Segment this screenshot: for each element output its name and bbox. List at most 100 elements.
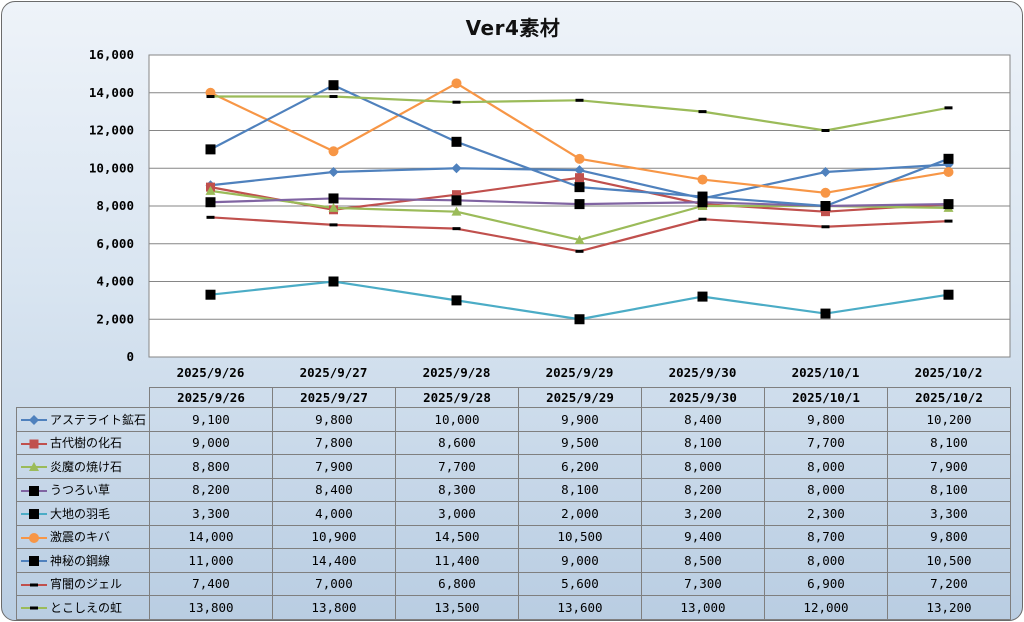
y-tick-label: 6,000 (96, 236, 134, 251)
x-tick-label: 2025/9/29 (546, 365, 614, 380)
legend-key (21, 606, 47, 610)
table-cell: 12,000 (764, 595, 888, 620)
data-point-s7 (821, 225, 830, 229)
data-point-s7 (452, 227, 461, 231)
legend-cell: 激震のキバ (16, 524, 150, 549)
legend-key-marker (29, 509, 39, 520)
table-cell: 6,900 (764, 571, 888, 596)
data-point-s1 (452, 190, 461, 200)
legend-key-marker (29, 556, 39, 567)
table-header-cell: 2025/9/26 (149, 387, 273, 408)
table-corner (17, 388, 150, 408)
data-point-s2 (574, 234, 585, 244)
legend-key-marker (29, 532, 39, 543)
y-tick-label: 4,000 (96, 274, 134, 289)
legend-key (21, 509, 47, 520)
y-tick-label: 8,000 (96, 198, 134, 213)
table-cell: 8,100 (518, 477, 642, 502)
legend-key (21, 532, 47, 543)
table-header-cell: 2025/9/29 (518, 387, 642, 408)
legend-key (21, 556, 47, 567)
table-cell: 10,000 (395, 407, 519, 432)
data-point-s8 (452, 100, 461, 104)
data-point-s5 (574, 153, 585, 164)
data-point-s0 (820, 167, 831, 178)
data-point-s4 (943, 289, 954, 300)
table-cell: 8,100 (641, 430, 765, 455)
table-cell: 6,800 (395, 571, 519, 596)
legend-key-marker (29, 439, 39, 449)
data-point-s6 (697, 191, 708, 202)
table-cell: 9,500 (518, 430, 642, 455)
table-cell: 10,200 (887, 407, 1011, 432)
chart-title: Ver4素材 (465, 16, 561, 40)
y-tick-label: 10,000 (89, 160, 134, 175)
table-cell: 8,800 (149, 454, 273, 479)
table-cell: 8,500 (641, 548, 765, 573)
table-cell: 7,700 (395, 454, 519, 479)
table-row: アステライト鉱石 9,100 9,800 10,000 9,900 8,400 9,800 1… (16, 407, 1011, 432)
table-cell: 9,800 (764, 407, 888, 432)
data-point-s0 (574, 165, 585, 176)
table-header-cell: 2025/9/28 (395, 387, 519, 408)
data-point-s3 (205, 197, 216, 208)
data-point-s7 (944, 219, 953, 223)
data-point-s4 (574, 314, 585, 325)
table-cell: 10,500 (518, 524, 642, 549)
data-point-s6 (943, 153, 954, 164)
y-tick-label: 16,000 (89, 47, 134, 62)
table-cell: 9,100 (149, 407, 273, 432)
data-point-s6 (451, 136, 462, 147)
data-point-s3 (943, 199, 954, 210)
x-tick-label: 2025/10/1 (792, 365, 860, 380)
table-cell: 7,800 (272, 430, 396, 455)
table-row: 神秘の鋼線 11,000 14,400 11,400 9,000 8,500 8,000 10… (16, 548, 1011, 573)
legend-label: 神秘の鋼線 (50, 553, 111, 568)
table-cell: 8,700 (764, 524, 888, 549)
table-cell: 2,300 (764, 501, 888, 526)
table-cell: 8,000 (764, 477, 888, 502)
x-tick-label: 2025/9/30 (669, 365, 737, 380)
data-point-s4 (451, 295, 462, 306)
table-cell: 10,500 (887, 548, 1011, 573)
table-cell: 13,600 (518, 595, 642, 620)
y-tick-label: 0 (126, 349, 134, 364)
data-point-s8 (206, 95, 215, 99)
x-tick-label: 2025/9/28 (423, 365, 491, 380)
data-point-s8 (329, 95, 338, 99)
data-point-s3 (574, 199, 585, 210)
legend-key-marker (30, 606, 38, 610)
table-row: とこしえの虹 13,800 13,800 13,500 13,600 13,000 12,0… (16, 595, 1011, 620)
legend-label: 大地の羽毛 (50, 506, 111, 521)
table-cell: 14,500 (395, 524, 519, 549)
legend-cell: 宵闇のジェル (16, 571, 150, 596)
table-row: うつろい草 8,200 8,400 8,300 8,100 8,200 8,000 8,100 (16, 477, 1011, 502)
table-row: 古代樹の化石 9,000 7,800 8,600 9,500 8,100 7,700 8,10… (16, 430, 1011, 455)
table-cell: 8,100 (887, 477, 1011, 502)
y-tick-label: 14,000 (89, 85, 134, 100)
table-header-cell: 2025/9/30 (641, 387, 765, 408)
table-header-row: 2025/9/26 2025/9/27 2025/9/28 2025/9/29 2025… (17, 387, 1011, 408)
legend-cell: 大地の羽毛 (16, 501, 150, 526)
legend-label: 宵闇のジェル (50, 577, 123, 592)
table-cell: 4,000 (272, 501, 396, 526)
table-cell: 13,500 (395, 595, 519, 620)
legend-key-marker (29, 485, 39, 496)
data-point-s8 (821, 129, 830, 132)
data-point-s5 (697, 174, 708, 185)
table-cell: 13,200 (887, 595, 1011, 620)
legend-key (21, 439, 47, 449)
table-cell: 14,400 (272, 548, 396, 573)
table-cell: 5,600 (518, 571, 642, 596)
legend-cell: とこしえの虹 (16, 595, 150, 620)
data-point-s3 (697, 197, 708, 208)
table-cell: 7,900 (272, 454, 396, 479)
data-point-s1 (821, 207, 830, 217)
table-cell: 8,200 (641, 477, 765, 502)
data-point-s6 (574, 182, 585, 193)
data-point-s3 (451, 195, 462, 206)
legend-key (21, 583, 47, 587)
table-row: 激震のキバ 14,000 10,900 14,500 10,500 9,400 8,700 9… (16, 524, 1011, 549)
legend-cell: 古代樹の化石 (16, 430, 150, 455)
